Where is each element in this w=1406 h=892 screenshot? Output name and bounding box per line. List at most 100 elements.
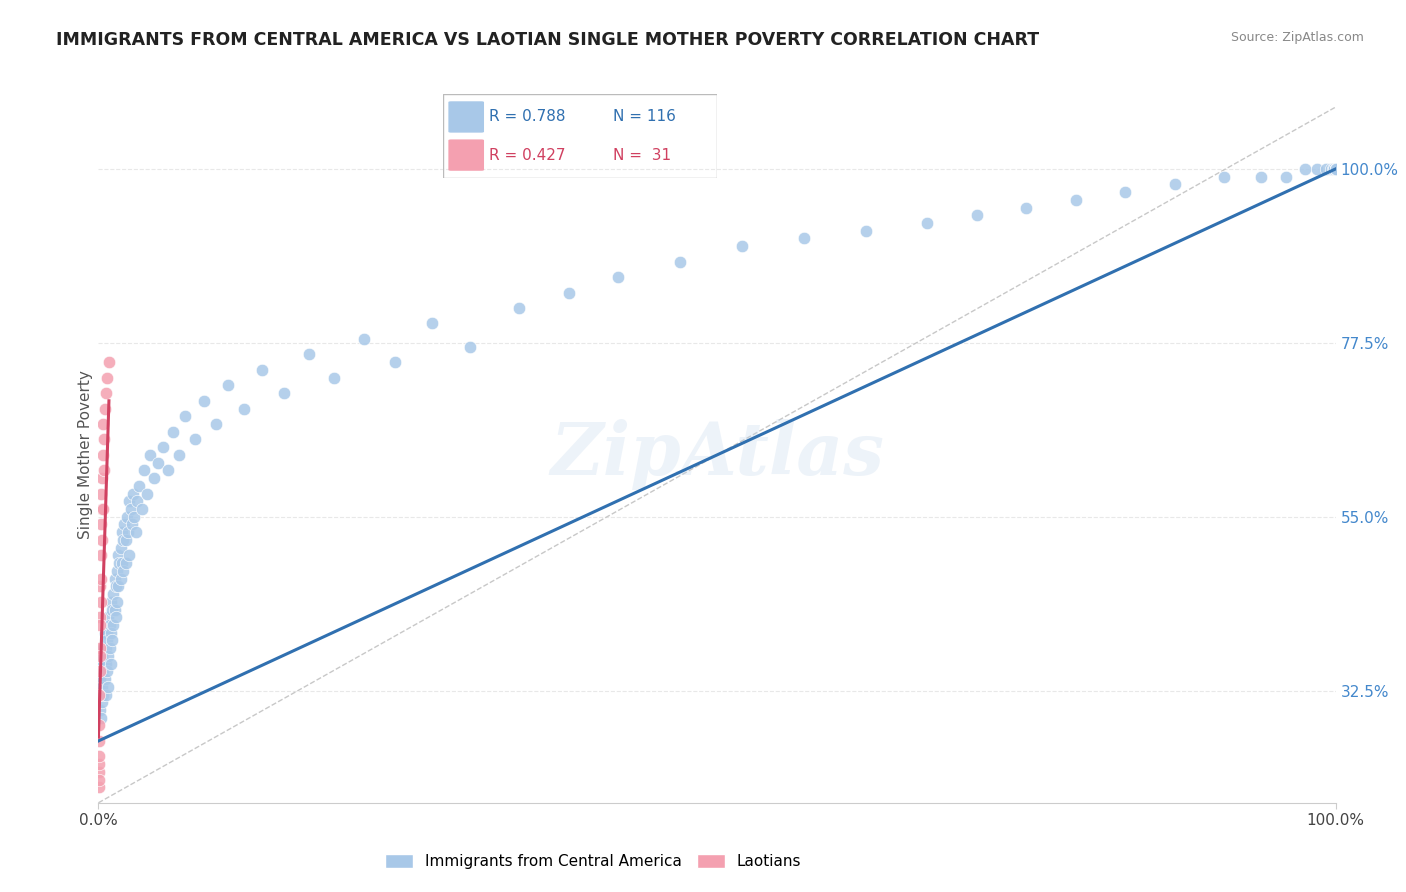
Point: [114, 556, 136, 570]
Point: [93, 625, 115, 640]
Point: [87, 764, 110, 779]
Point: [97, 648, 120, 663]
Point: [110, 572, 132, 586]
Point: [134, 463, 156, 477]
Point: [233, 401, 256, 416]
Point: [1324, 161, 1347, 176]
Text: ZipAtlas: ZipAtlas: [550, 419, 884, 491]
Point: [91, 648, 114, 663]
Point: [94, 657, 117, 671]
Point: [104, 610, 127, 624]
Point: [793, 231, 815, 245]
Point: [167, 448, 190, 462]
Point: [97, 680, 120, 694]
Point: [855, 224, 877, 238]
Point: [139, 448, 162, 462]
Point: [90, 572, 112, 586]
Point: [101, 633, 124, 648]
Point: [89, 718, 111, 732]
Point: [96, 633, 118, 648]
Point: [110, 541, 132, 555]
Point: [184, 433, 207, 447]
Point: [90, 595, 112, 609]
Text: N =  31: N = 31: [613, 147, 671, 162]
Point: [1315, 161, 1337, 176]
Point: [103, 572, 125, 586]
Point: [94, 641, 117, 656]
Point: [112, 564, 135, 578]
Point: [87, 749, 110, 764]
Point: [105, 564, 128, 578]
Point: [89, 672, 111, 686]
Point: [1164, 178, 1187, 192]
Point: [93, 672, 115, 686]
Point: [90, 688, 112, 702]
Point: [156, 463, 179, 477]
Point: [89, 641, 111, 656]
Point: [353, 332, 375, 346]
Point: [298, 347, 321, 361]
Point: [118, 494, 141, 508]
Point: [89, 579, 111, 593]
Point: [90, 502, 112, 516]
Point: [89, 688, 111, 702]
Point: [103, 618, 125, 632]
Point: [90, 549, 112, 563]
Point: [96, 625, 118, 640]
Point: [94, 401, 117, 416]
Point: [128, 479, 150, 493]
Point: [669, 254, 692, 268]
Point: [104, 579, 127, 593]
Point: [90, 486, 112, 500]
Point: [124, 525, 146, 540]
Point: [97, 355, 120, 369]
Legend: Immigrants from Central America, Laotians: Immigrants from Central America, Laotian…: [380, 848, 807, 875]
Point: [107, 549, 129, 563]
Text: R = 0.427: R = 0.427: [489, 147, 567, 162]
Point: [1064, 193, 1087, 207]
Point: [91, 471, 114, 485]
Point: [1250, 169, 1272, 184]
Point: [1324, 161, 1347, 176]
Point: [100, 595, 122, 609]
Point: [93, 641, 115, 656]
Point: [93, 463, 115, 477]
Point: [89, 648, 111, 663]
Point: [162, 425, 184, 439]
Point: [1114, 185, 1136, 199]
Point: [93, 688, 115, 702]
Point: [1322, 161, 1344, 176]
Point: [89, 703, 111, 717]
Point: [1294, 161, 1316, 176]
Point: [143, 471, 166, 485]
Y-axis label: Single Mother Poverty: Single Mother Poverty: [77, 370, 93, 540]
Point: [458, 340, 481, 354]
Point: [111, 556, 134, 570]
Point: [121, 517, 143, 532]
Point: [135, 486, 157, 500]
Point: [1323, 161, 1346, 176]
Point: [1275, 169, 1298, 184]
Point: [1213, 169, 1236, 184]
Point: [152, 440, 174, 454]
Point: [131, 502, 153, 516]
Point: [90, 711, 112, 725]
Point: [94, 386, 117, 401]
Point: [508, 301, 530, 315]
Point: [1324, 161, 1347, 176]
Point: [124, 509, 146, 524]
Point: [205, 417, 228, 431]
Point: [89, 618, 111, 632]
Point: [107, 579, 129, 593]
Point: [1319, 161, 1341, 176]
Point: [917, 216, 939, 230]
Text: Source: ZipAtlas.com: Source: ZipAtlas.com: [1230, 31, 1364, 45]
Point: [174, 409, 197, 424]
Point: [422, 317, 444, 331]
Point: [91, 448, 114, 462]
Point: [91, 680, 114, 694]
Point: [89, 772, 111, 787]
Point: [98, 618, 121, 632]
FancyBboxPatch shape: [449, 102, 484, 133]
Point: [111, 525, 134, 540]
